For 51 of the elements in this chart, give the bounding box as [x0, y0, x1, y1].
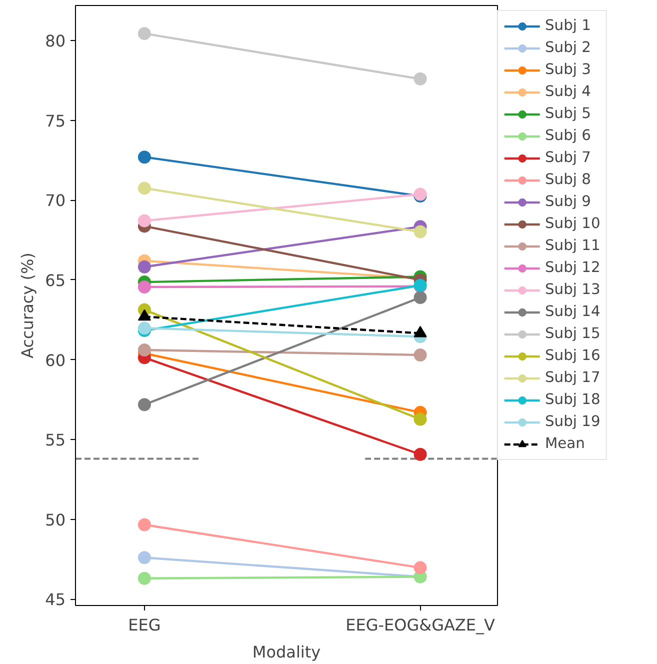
- point: [138, 572, 151, 585]
- y-tick-label: 55: [45, 430, 66, 450]
- y-tick-label: 75: [45, 111, 66, 130]
- point: [138, 214, 151, 228]
- point: [414, 348, 427, 362]
- point: [138, 27, 151, 40]
- legend-label: Subj 17: [545, 368, 600, 387]
- point: [138, 280, 151, 294]
- point: [138, 518, 151, 532]
- point: [138, 150, 151, 164]
- y-tick-label: 45: [45, 590, 66, 610]
- point: [414, 72, 427, 86]
- point: [414, 291, 427, 304]
- legend-label: Subj 18: [545, 390, 600, 409]
- legend-label: Subj 7: [545, 148, 591, 167]
- y-tick-label: 65: [45, 270, 66, 290]
- y-tick-label: 80: [45, 32, 66, 51]
- legend-label: Subj 1: [545, 16, 591, 35]
- point: [138, 182, 151, 195]
- x-tick-label: EEG-EOG&GAZE_V: [346, 616, 495, 634]
- point: [138, 344, 151, 357]
- legend-label: Subj 11: [545, 236, 600, 255]
- legend-label: Subj 14: [545, 302, 600, 321]
- legend-label: Subj 6: [545, 126, 591, 145]
- y-axis-title: Accuracy (%): [18, 252, 38, 358]
- point: [138, 551, 151, 564]
- y-tick-label: 60: [45, 350, 66, 370]
- x-axis-title: Modality: [252, 642, 321, 662]
- legend-label: Subj 12: [545, 258, 600, 277]
- point: [414, 412, 427, 426]
- legend-label: Subj 5: [545, 104, 591, 123]
- x-tick-label: EEG: [128, 616, 161, 634]
- point: [414, 225, 427, 238]
- point: [414, 561, 427, 574]
- point: [138, 322, 151, 335]
- legend-label: Subj 8: [545, 170, 591, 189]
- legend-label: Subj 9: [545, 192, 591, 211]
- y-tick-label: 70: [45, 191, 66, 210]
- legend-label: Subj 10: [545, 214, 600, 233]
- legend-label: Subj 13: [545, 280, 600, 299]
- y-tick-label: 50: [45, 510, 66, 530]
- point: [414, 448, 427, 461]
- point: [138, 398, 151, 412]
- legend-label: Subj 4: [545, 82, 591, 101]
- legend-label: Mean: [545, 434, 585, 453]
- legend-label: Subj 15: [545, 324, 600, 343]
- legend-label: Subj 16: [545, 346, 600, 365]
- legend-label: Subj 19: [545, 412, 600, 431]
- legend-label: Subj 3: [545, 60, 591, 79]
- point: [138, 260, 151, 274]
- legend-label: Subj 2: [545, 38, 591, 57]
